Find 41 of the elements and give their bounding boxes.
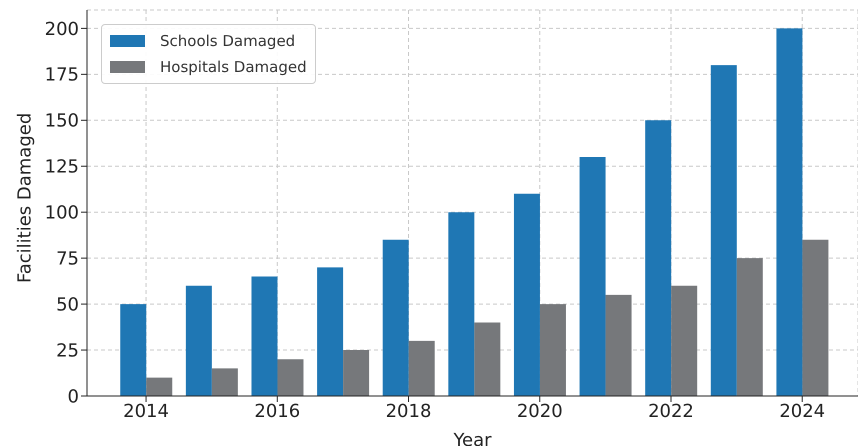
bar — [382, 240, 409, 396]
bar — [580, 157, 606, 396]
x-tick-label: 2024 — [779, 400, 826, 422]
legend-label: Schools Damaged — [160, 32, 296, 50]
bar — [514, 194, 540, 396]
bar — [186, 286, 212, 396]
y-tick-label: 175 — [44, 64, 79, 86]
x-tick-label: 2016 — [254, 400, 300, 422]
bar — [448, 212, 474, 396]
y-tick-label: 200 — [44, 18, 79, 40]
y-axis-title: Facilities Damaged — [14, 112, 36, 283]
bar — [343, 350, 370, 396]
bar — [671, 286, 698, 396]
bar — [146, 378, 172, 396]
bar — [474, 322, 500, 396]
y-tick-label: 0 — [68, 386, 79, 408]
x-axis-title: Year — [452, 430, 492, 446]
bar — [251, 276, 278, 396]
x-tick-label: 2022 — [648, 400, 694, 422]
bar — [645, 120, 672, 396]
bar — [776, 28, 802, 396]
bar — [710, 65, 737, 396]
bar — [277, 359, 304, 396]
bar — [120, 304, 146, 396]
bar — [212, 368, 238, 396]
bar — [408, 340, 435, 396]
y-tick-label: 25 — [56, 340, 79, 362]
y-tick-label: 75 — [56, 248, 79, 270]
y-tick-label: 100 — [44, 202, 79, 224]
bar — [802, 240, 828, 396]
x-tick-label: 2014 — [123, 400, 169, 422]
y-tick-label: 50 — [56, 294, 79, 316]
y-tick-label: 150 — [44, 110, 79, 132]
legend-label: Hospitals Damaged — [160, 58, 307, 76]
bar — [540, 304, 566, 396]
bar — [317, 267, 344, 396]
y-tick-label: 125 — [44, 156, 79, 178]
x-tick-label: 2018 — [386, 400, 432, 422]
bar — [736, 258, 763, 396]
bar — [606, 294, 632, 396]
x-tick-label: 2020 — [516, 400, 563, 422]
